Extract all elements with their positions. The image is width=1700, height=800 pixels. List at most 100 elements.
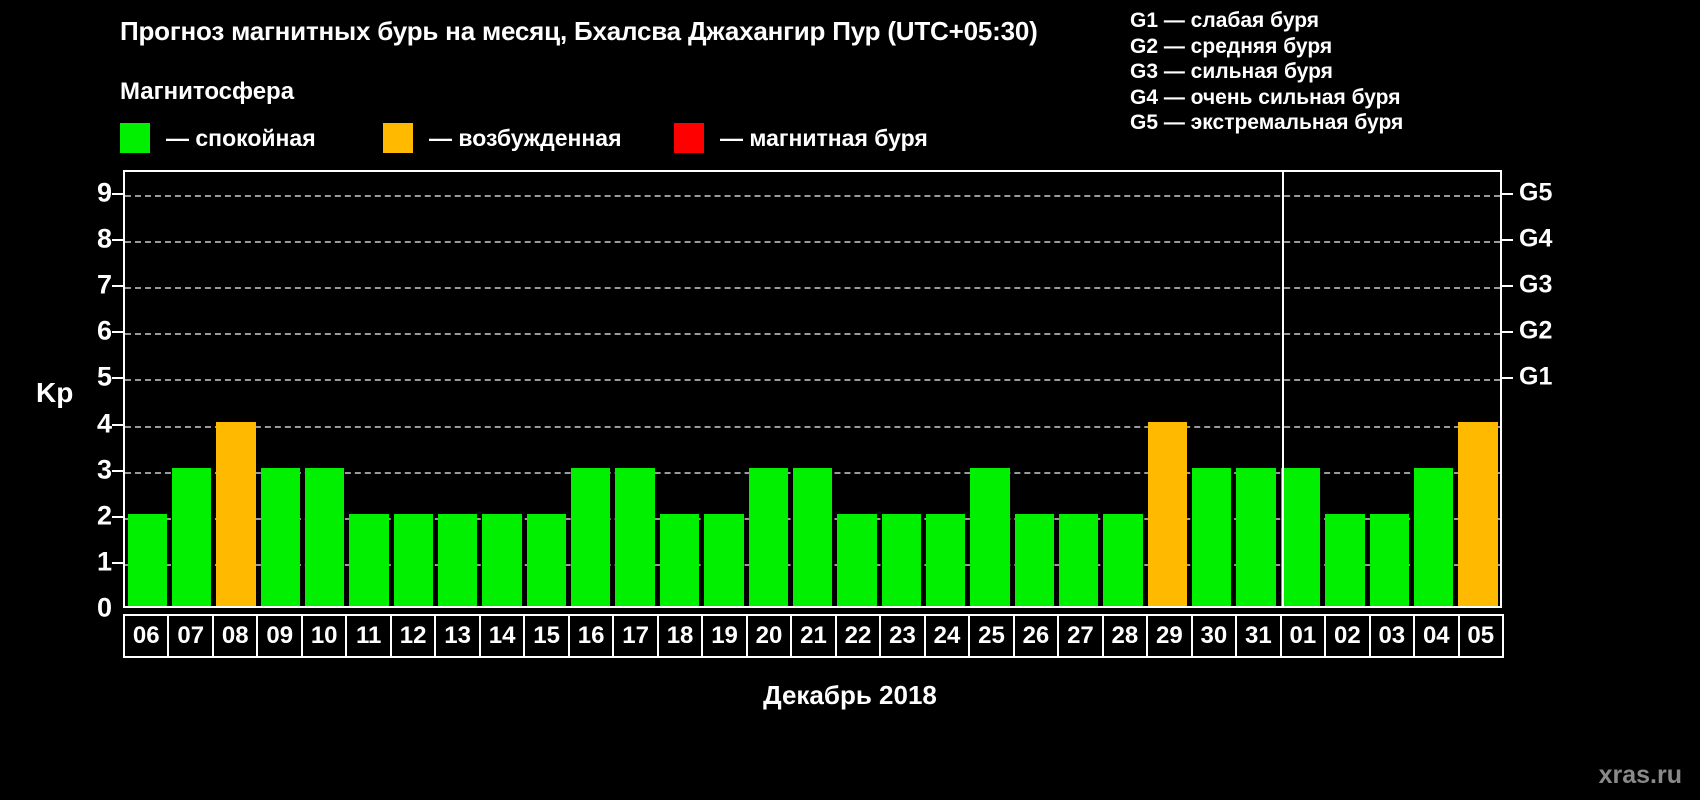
- bar-cell[interactable]: [923, 172, 967, 606]
- bar[interactable]: [482, 513, 522, 606]
- bar-cell[interactable]: [1323, 172, 1367, 606]
- date-label[interactable]: 20: [745, 614, 793, 658]
- bar[interactable]: [1147, 421, 1188, 606]
- bar[interactable]: [659, 513, 700, 606]
- bar-cell[interactable]: [835, 172, 879, 606]
- bar[interactable]: [1014, 513, 1055, 606]
- bar[interactable]: [438, 513, 478, 606]
- date-label[interactable]: 11: [345, 614, 392, 658]
- bar-cell[interactable]: [214, 172, 258, 606]
- date-label[interactable]: 23: [879, 614, 926, 658]
- bar-cell[interactable]: [391, 172, 435, 606]
- date-label[interactable]: 04: [1413, 614, 1460, 658]
- date-label[interactable]: 30: [1190, 614, 1238, 658]
- date-label[interactable]: 02: [1324, 614, 1371, 658]
- bar-cell[interactable]: [879, 172, 923, 606]
- bar-cell[interactable]: [1456, 172, 1500, 606]
- y-tick-mark: [112, 193, 123, 196]
- bar[interactable]: [925, 513, 966, 606]
- date-label[interactable]: 07: [167, 614, 214, 658]
- date-label[interactable]: 29: [1146, 614, 1193, 658]
- date-label[interactable]: 28: [1101, 614, 1149, 658]
- bar[interactable]: [127, 513, 167, 606]
- bar-cell[interactable]: [1101, 172, 1145, 606]
- bar[interactable]: [970, 467, 1010, 606]
- date-label[interactable]: 14: [478, 614, 526, 658]
- bar-cell[interactable]: [258, 172, 302, 606]
- bar-cell[interactable]: [524, 172, 568, 606]
- bar-cell[interactable]: [1012, 172, 1056, 606]
- y-tick-mark: [112, 561, 123, 564]
- date-label[interactable]: 16: [567, 614, 615, 658]
- bar-cell[interactable]: [702, 172, 746, 606]
- bar-cell[interactable]: [968, 172, 1012, 606]
- date-label[interactable]: 09: [256, 614, 303, 658]
- g-tick-mark: [1502, 331, 1513, 334]
- date-label[interactable]: 22: [834, 614, 882, 658]
- bar[interactable]: [1369, 513, 1409, 606]
- bar[interactable]: [1413, 467, 1454, 606]
- bar[interactable]: [216, 421, 256, 606]
- bar[interactable]: [748, 467, 788, 606]
- bar[interactable]: [260, 467, 300, 606]
- date-label[interactable]: 10: [300, 614, 348, 658]
- bar-cell[interactable]: [657, 172, 701, 606]
- bar-cell[interactable]: [569, 172, 613, 606]
- date-label[interactable]: 05: [1457, 614, 1505, 658]
- bar-cell[interactable]: [480, 172, 524, 606]
- bar[interactable]: [393, 513, 434, 606]
- bar[interactable]: [1192, 467, 1232, 606]
- bar[interactable]: [792, 467, 833, 606]
- date-label[interactable]: 01: [1279, 614, 1327, 658]
- date-label[interactable]: 25: [968, 614, 1015, 658]
- date-label[interactable]: 18: [656, 614, 704, 658]
- y-tick-label: 6: [96, 315, 112, 346]
- bar[interactable]: [704, 513, 744, 606]
- date-label[interactable]: 06: [123, 614, 170, 658]
- bar-cell[interactable]: [613, 172, 657, 606]
- bar-cell[interactable]: [1145, 172, 1189, 606]
- bar[interactable]: [349, 513, 389, 606]
- gridline: [125, 287, 1500, 290]
- storm-scale-legend: G1 — слабая буря G2 — средняя буря G3 — …: [1130, 8, 1403, 136]
- bar-cell[interactable]: [1190, 172, 1234, 606]
- bar-cell[interactable]: [436, 172, 480, 606]
- bar[interactable]: [171, 467, 212, 606]
- bar-cell[interactable]: [1367, 172, 1411, 606]
- bar[interactable]: [615, 467, 655, 606]
- date-label[interactable]: 15: [523, 614, 570, 658]
- bar[interactable]: [571, 467, 611, 606]
- bar[interactable]: [1325, 513, 1365, 606]
- bar-cell[interactable]: [746, 172, 790, 606]
- bar[interactable]: [1236, 467, 1276, 606]
- bar[interactable]: [1103, 513, 1143, 606]
- bar-cell[interactable]: [169, 172, 213, 606]
- date-label[interactable]: 03: [1368, 614, 1416, 658]
- bar[interactable]: [526, 513, 567, 606]
- bar[interactable]: [881, 513, 921, 606]
- bar[interactable]: [304, 467, 345, 606]
- date-label[interactable]: 26: [1012, 614, 1060, 658]
- bar-cell[interactable]: [125, 172, 169, 606]
- date-label[interactable]: 24: [923, 614, 971, 658]
- bar[interactable]: [1280, 467, 1321, 606]
- date-label[interactable]: 13: [434, 614, 481, 658]
- g-tick-mark: [1502, 239, 1513, 242]
- date-label[interactable]: 19: [701, 614, 748, 658]
- bar-cell[interactable]: [790, 172, 834, 606]
- date-label[interactable]: 27: [1057, 614, 1104, 658]
- bar-cell[interactable]: [347, 172, 391, 606]
- bar[interactable]: [837, 513, 877, 606]
- bar-cell[interactable]: [302, 172, 346, 606]
- date-label[interactable]: 08: [211, 614, 259, 658]
- date-label[interactable]: 31: [1235, 614, 1282, 658]
- bar-cell[interactable]: [1057, 172, 1101, 606]
- bar-cell[interactable]: [1278, 172, 1322, 606]
- bar[interactable]: [1059, 513, 1099, 606]
- date-label[interactable]: 12: [389, 614, 437, 658]
- date-label[interactable]: 17: [612, 614, 659, 658]
- date-label[interactable]: 21: [790, 614, 837, 658]
- bar-cell[interactable]: [1234, 172, 1278, 606]
- bar-cell[interactable]: [1411, 172, 1455, 606]
- bar[interactable]: [1458, 421, 1498, 606]
